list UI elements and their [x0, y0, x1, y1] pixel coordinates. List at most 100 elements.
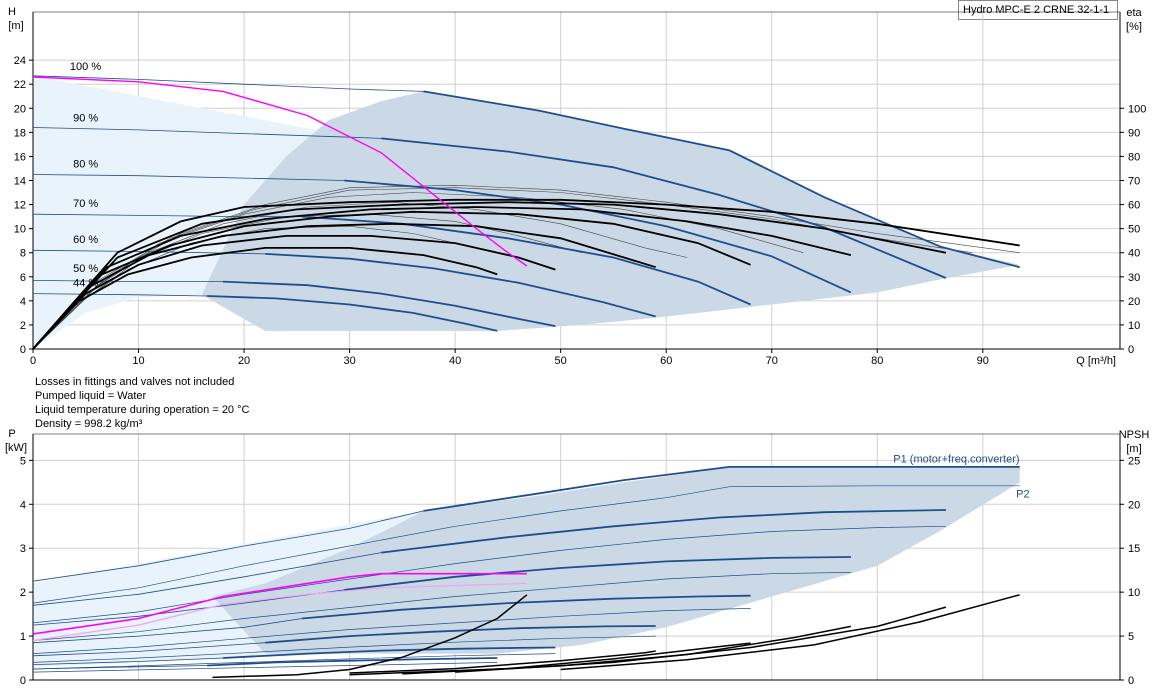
series-label: P1 (motor+freq.converter): [893, 454, 1019, 466]
y-tick-label: 12: [14, 200, 26, 212]
p1-curve-thin: [32, 618, 303, 644]
y2-tick-label: 20: [1128, 499, 1140, 511]
efficiency-curve: [32, 201, 947, 350]
efficiency-curve: [32, 198, 1020, 350]
npsh-curve: [349, 650, 656, 674]
y-tick-label: 0: [20, 675, 26, 687]
head-curve: [302, 215, 751, 306]
efficiency-curve: [32, 210, 751, 350]
y-tick-label: 18: [14, 127, 26, 139]
npsh-curve: [212, 594, 528, 679]
p1-curve: [381, 509, 946, 554]
p1-curve-thin: [32, 657, 224, 665]
y2-tick-label: 25: [1128, 455, 1140, 467]
efficiency-curve-thin: [32, 201, 688, 350]
y-tick-label: 20: [14, 103, 26, 115]
note-temperature: Liquid temperature during operation = 20…: [35, 404, 250, 416]
y-tick-label: 22: [14, 79, 26, 91]
x-tick-label: 30: [343, 355, 355, 367]
p1-curve-thin: [32, 589, 345, 626]
y2-axis-label: NPSH: [1119, 429, 1150, 441]
p1-curve: [207, 657, 498, 667]
head-curve-thin: [32, 127, 382, 139]
x-tick-label: 70: [766, 355, 778, 367]
head-curve-thin: [32, 293, 208, 297]
speed-label: 80 %: [73, 158, 98, 170]
head-curve-thin: [32, 213, 303, 218]
p1-curve: [423, 465, 1020, 512]
note-losses: Losses in fittings and valves not includ…: [35, 376, 235, 388]
y-tick-label: 5: [20, 455, 26, 467]
y2-tick-label: 15: [1128, 543, 1140, 555]
efficiency-curve: [32, 206, 852, 350]
p2-curve: [32, 525, 946, 624]
x-tick-label: 40: [449, 355, 461, 367]
npsh-curve: [560, 594, 1020, 671]
speed-label: 100 %: [70, 61, 101, 73]
y2-tick-label: 70: [1128, 176, 1140, 188]
head-curve: [381, 137, 947, 279]
p1-curve-thin: [32, 510, 424, 582]
p1-curve-thin: [32, 642, 266, 657]
y-axis-label: H: [8, 6, 16, 18]
y-tick-label: 0: [20, 344, 26, 356]
y2-tick-label: 90: [1128, 127, 1140, 139]
head-curve-thin: [32, 174, 345, 181]
series-label: P2: [1016, 489, 1029, 501]
efficiency-curve: [32, 234, 556, 350]
speed-label: 60 %: [73, 234, 98, 246]
y2-tick-label: 60: [1128, 200, 1140, 212]
p1-curve: [344, 556, 851, 591]
speed-label: 90 %: [73, 113, 98, 125]
y2-axis-unit: [%]: [1126, 21, 1142, 33]
y-tick-label: 1: [20, 631, 26, 643]
head-curve: [344, 179, 852, 294]
efficiency-curve: [32, 246, 498, 350]
speed-label: 44 %: [73, 277, 98, 289]
p1-curve-thin: [32, 552, 382, 606]
speed-label: 70 %: [73, 198, 98, 210]
head-curve: [265, 253, 656, 318]
y-axis-label: P: [8, 428, 15, 440]
y-tick-label: 3: [20, 543, 26, 555]
x-tick-label: 50: [555, 355, 567, 367]
y-tick-label: 2: [20, 320, 26, 332]
y2-axis-unit: [m]: [1126, 443, 1141, 455]
x-tick-label: 0: [30, 355, 36, 367]
y-tick-label: 4: [20, 296, 26, 308]
y-tick-label: 14: [14, 176, 26, 188]
x-tick-label: 80: [871, 355, 883, 367]
note-liquid: Pumped liquid = Water: [35, 390, 147, 402]
head-curve: [423, 90, 1020, 269]
y2-tick-label: 80: [1128, 151, 1140, 163]
p1-curve: [265, 625, 656, 644]
y-tick-label: 6: [20, 272, 26, 284]
x-tick-label: 90: [977, 355, 989, 367]
head-curve-thin: [32, 280, 223, 283]
y2-tick-label: 10: [1128, 320, 1140, 332]
y-tick-label: 16: [14, 151, 26, 163]
head-range-area-dark: [201, 91, 1020, 331]
y2-tick-label: 100: [1128, 103, 1146, 115]
product-title: Hydro MPC-E 2 CRNE 32-1-1: [958, 0, 1118, 20]
head-curve-thin: [32, 75, 424, 92]
p1-curve: [222, 646, 556, 659]
x-axis-label: Q [m³/h]: [1076, 355, 1116, 367]
y2-tick-label: 0: [1128, 344, 1134, 356]
y2-axis-label: eta: [1126, 7, 1142, 19]
note-density: Density = 998.2 kg/m³: [35, 418, 143, 430]
y-tick-label: 24: [14, 55, 26, 67]
x-tick-label: 20: [238, 355, 250, 367]
y-axis-unit: [m]: [8, 20, 23, 32]
p2-curve: [32, 572, 851, 641]
p2-curve: [32, 653, 556, 670]
p2-curve: [32, 485, 1020, 604]
p1-curve: [302, 594, 751, 620]
p1-curve-thin: [32, 665, 208, 670]
y-axis-unit: [kW]: [5, 442, 27, 454]
p2-curve: [32, 662, 498, 673]
y-tick-label: 8: [20, 248, 26, 260]
npsh-curve: [455, 606, 947, 673]
p2-curve: [32, 608, 751, 654]
